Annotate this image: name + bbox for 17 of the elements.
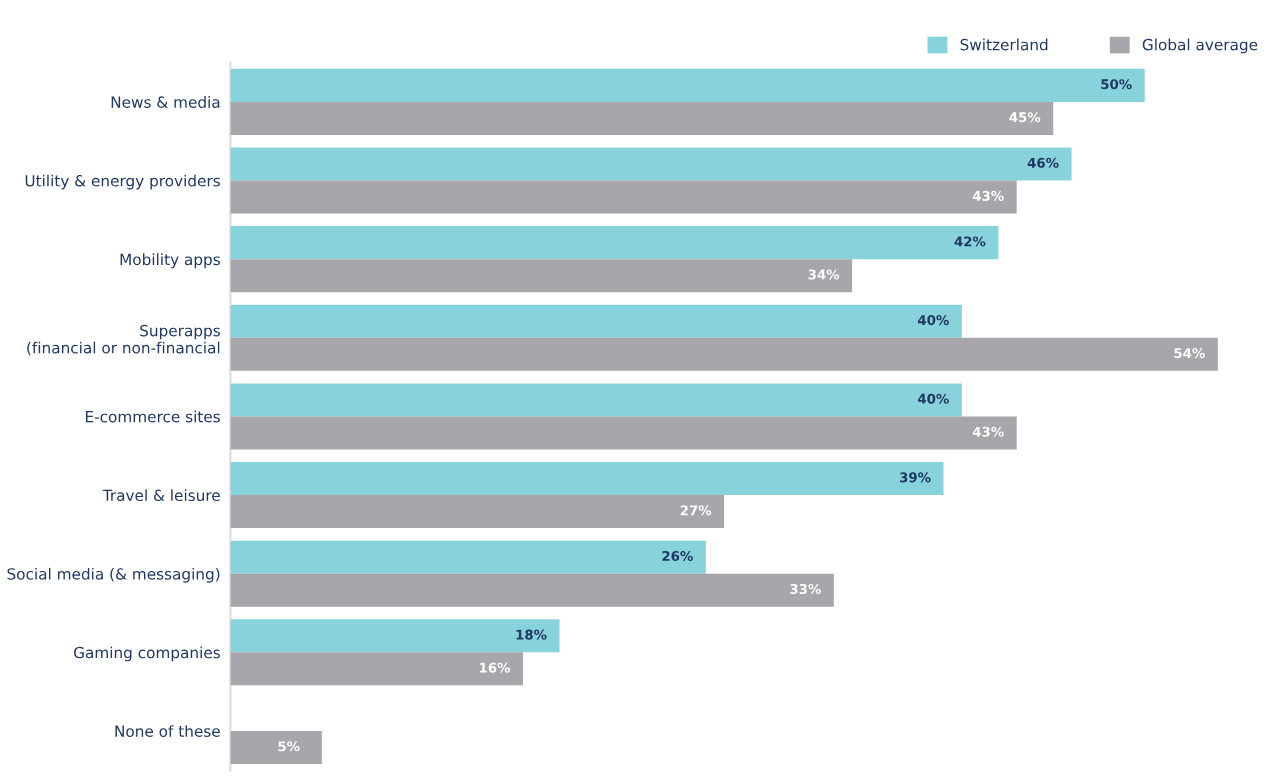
bar: [230, 383, 962, 417]
bar: [230, 495, 725, 529]
bar: [230, 259, 853, 293]
bar: [230, 540, 706, 574]
bar: [230, 180, 1017, 214]
bar: [230, 337, 1218, 371]
bar: [230, 226, 999, 260]
bar: [230, 147, 1072, 181]
bar: [230, 462, 944, 496]
bar: [230, 652, 523, 686]
bar: [230, 101, 1054, 135]
bar: [230, 304, 962, 338]
bar: [230, 68, 1145, 102]
bar: [230, 416, 1017, 450]
bar: [230, 573, 834, 607]
bar: [230, 619, 560, 653]
bar: [230, 730, 322, 764]
